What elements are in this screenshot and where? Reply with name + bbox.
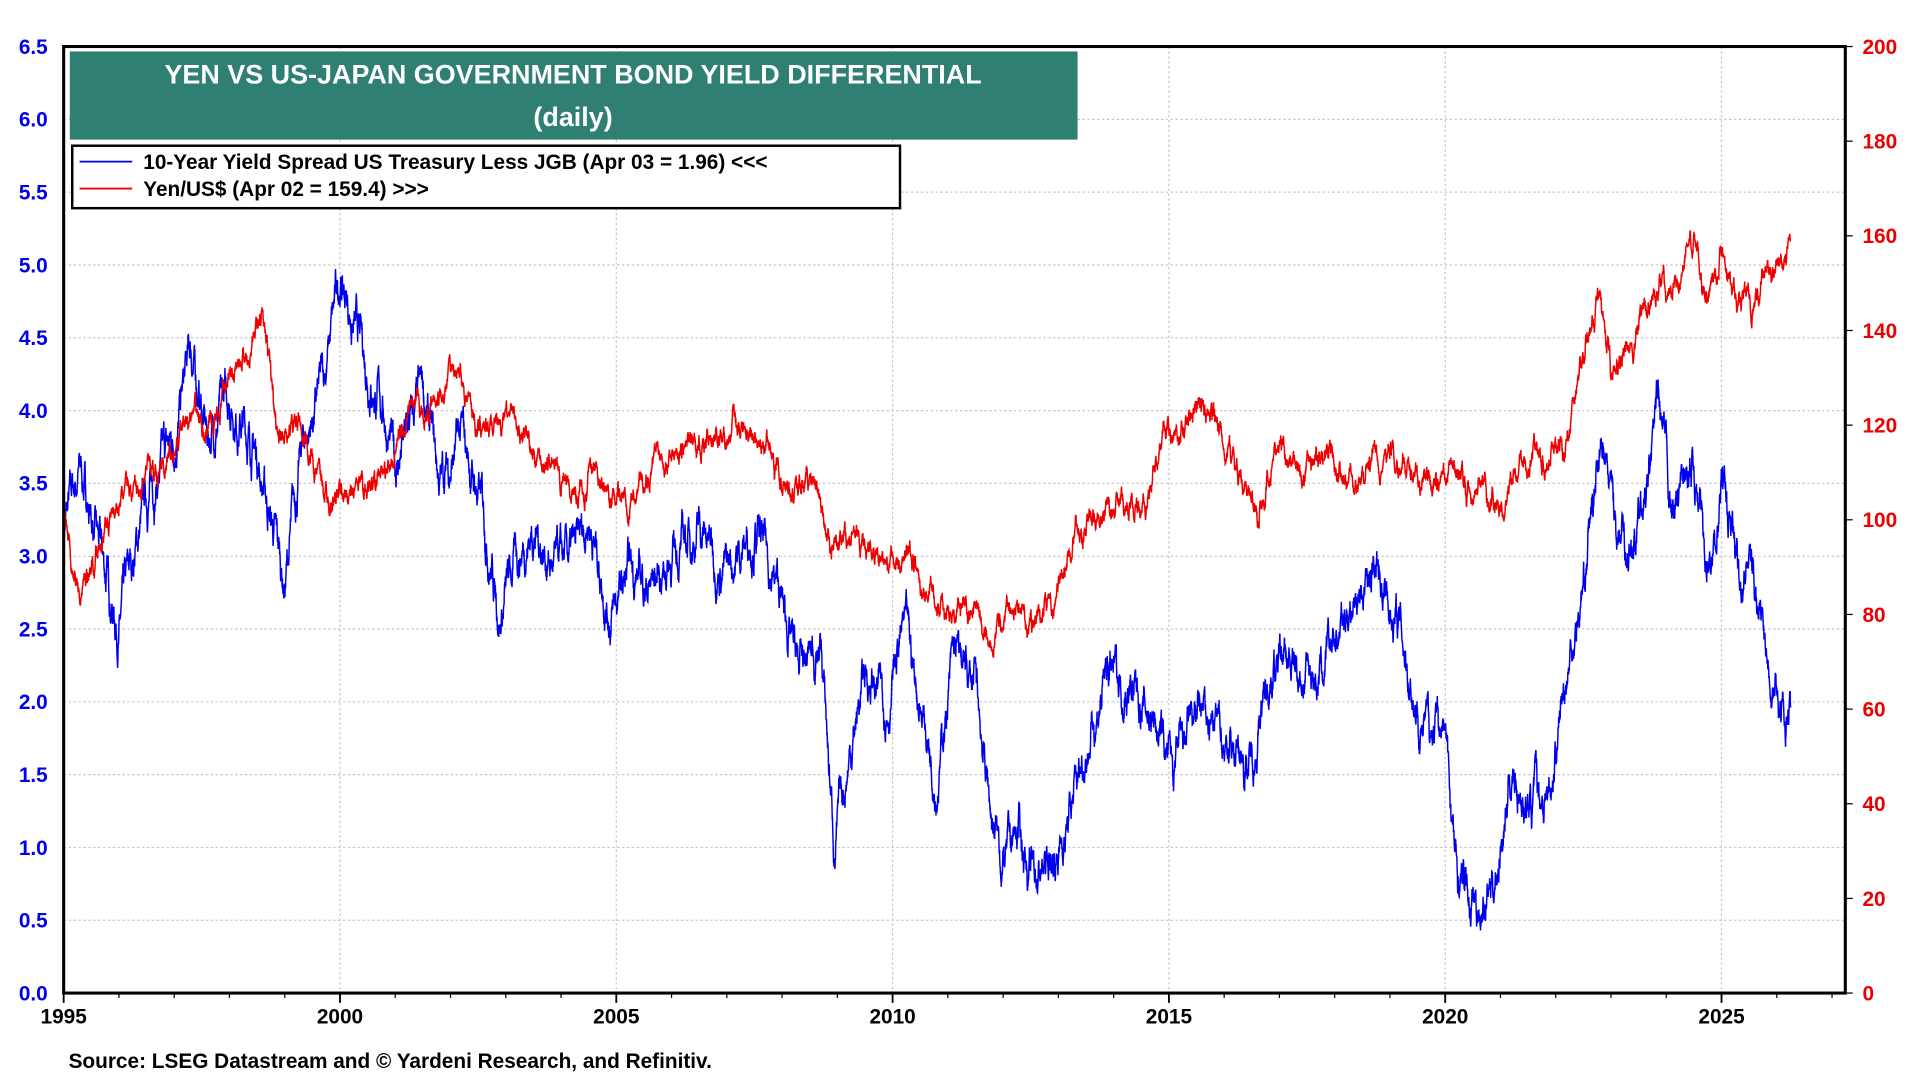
x-tick-label: 2015 [1146,1006,1192,1029]
y-right-tick-label: 60 [1862,698,1885,721]
x-tick-label: 2010 [869,1006,915,1029]
y-left-tick-label: 6.0 [19,109,48,132]
series-lines [62,230,1792,931]
legend: 10-Year Yield Spread US Treasury Less JG… [71,144,902,210]
y-right-tick-label: 0 [1862,982,1874,1005]
y-right-tick-label: 120 [1862,414,1897,437]
y-left-tick-label: 2.5 [19,618,48,641]
y-left-tick-label: 2.0 [19,691,48,714]
y-left-tick-label: 3.5 [19,473,48,496]
y-right-tick-label: 40 [1862,793,1885,816]
y-left-tick-label: 4.5 [19,327,48,350]
y-right-tick-label: 20 [1862,888,1885,911]
y-right-tick-label: 80 [1862,604,1885,627]
y-right-tick-label: 100 [1862,509,1897,532]
chart-subtitle: (daily) [533,102,612,132]
y-axis-right: 0 20 40 60 80 100 120 140 160 180 200 [1845,36,1897,1005]
legend-label-spread: 10-Year Yield Spread US Treasury Less JG… [143,151,767,174]
y-left-tick-label: 6.5 [19,36,48,59]
chart-title: YEN VS US-JAPAN GOVERNMENT BOND YIELD DI… [164,59,981,89]
y-axis-left: 0.0 0.5 1.0 1.5 2.0 2.5 3.0 3.5 4.0 4.5 5.0 5.5 6.0 6… [19,36,48,1006]
y-left-tick-label: 5.5 [19,181,48,204]
x-tick-label: 1995 [41,1006,87,1029]
y-left-tick-label: 5.0 [19,254,48,277]
y-right-tick-label: 180 [1862,131,1897,154]
series-line-yen-usd [62,230,1792,658]
y-right-tick-label: 140 [1862,320,1897,343]
x-tick-label: 2020 [1422,1006,1468,1029]
y-right-tick-label: 160 [1862,225,1897,248]
y-left-tick-label: 4.0 [19,400,48,423]
title-box: YEN VS US-JAPAN GOVERNMENT BOND YIELD DI… [69,51,1078,140]
y-right-tick-label: 200 [1862,36,1897,59]
y-left-tick-label: 1.0 [19,837,48,860]
y-left-tick-label: 0.5 [19,910,48,933]
y-left-tick-label: 1.5 [19,764,48,787]
x-axis: 1995 2000 2005 2010 2015 2020 2025 [41,993,1833,1029]
y-left-tick-label: 0.0 [19,982,48,1005]
legend-label-yen: Yen/US$ (Apr 02 = 159.4) >>> [143,178,429,201]
source-note: Source: LSEG Datastream and © Yardeni Re… [69,1050,712,1073]
x-tick-label: 2005 [593,1006,639,1029]
series-line-yield-spread [62,268,1792,931]
y-left-tick-label: 3.0 [19,546,48,569]
x-tick-label: 2000 [317,1006,363,1029]
x-tick-label: 2025 [1698,1006,1744,1029]
